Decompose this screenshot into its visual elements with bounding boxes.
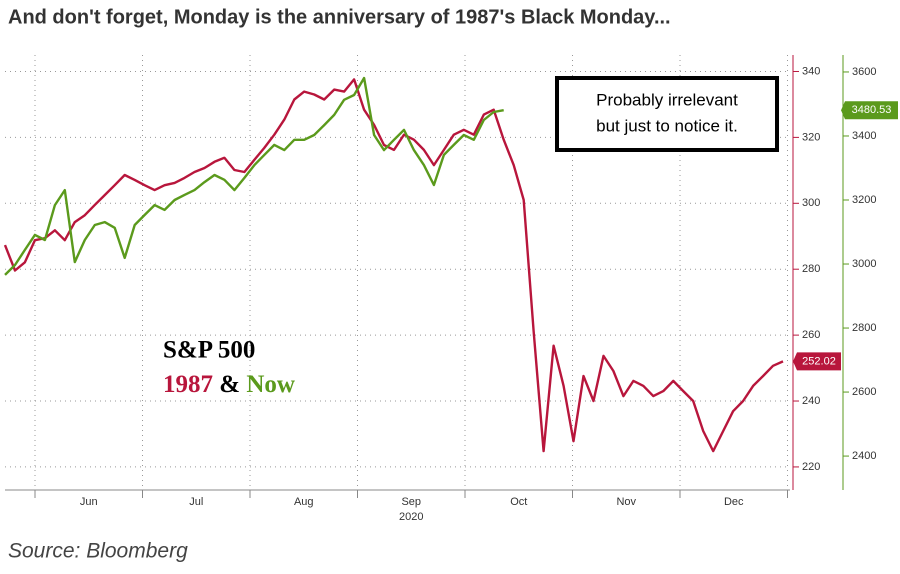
annotation: but just to notice it. [596,116,738,135]
chart-title: And don't forget, Monday is the annivers… [8,6,671,28]
annotation-box [555,76,779,152]
y2-tick-label: 3600 [852,66,876,78]
annotation: Probably irrelevant [596,90,738,109]
value-badge [793,352,841,371]
x-tick-label: Nov [616,496,636,508]
value-label: 3480.53 [852,104,892,116]
y-tick-label: 260 [802,329,820,341]
y2-tick-label: 3000 [852,258,876,270]
y2-tick-label: 2400 [852,450,876,462]
y-tick-label: 240 [802,395,820,407]
series-line [3,78,784,453]
legend-title: S&P 500 [163,337,255,364]
legend-joiner: & [219,371,240,398]
y-tick-label: 220 [802,461,820,473]
legend-entry: 1987 [163,371,213,398]
y2-tick-label: 3200 [852,194,876,206]
x-tick-label: Jun [80,496,98,508]
x-tick-label: Oct [510,496,527,508]
source: Source: Bloomberg [8,540,188,563]
x-tick-label: Dec [724,496,744,508]
y-tick-label: 340 [802,65,820,77]
value-label: 252.02 [802,355,836,367]
x-tick-label: Aug [294,496,314,508]
y-tick-label: 300 [802,197,820,209]
y2-tick-label: 2800 [852,322,876,334]
series-line [4,76,504,276]
x-tick-label: Jul [189,496,203,508]
value-badge [841,101,898,120]
legend: 1987 & Now [163,371,295,398]
legend-entry: Now [246,371,295,398]
y2-tick-label: 3400 [852,130,876,142]
plot [3,55,794,498]
y-tick-label: 280 [802,263,820,275]
y2-tick-label: 2600 [852,386,876,398]
x-tick-label: Sep [401,496,421,508]
y-tick-label: 320 [802,131,820,143]
x-sublabel: 2020 [399,511,423,523]
